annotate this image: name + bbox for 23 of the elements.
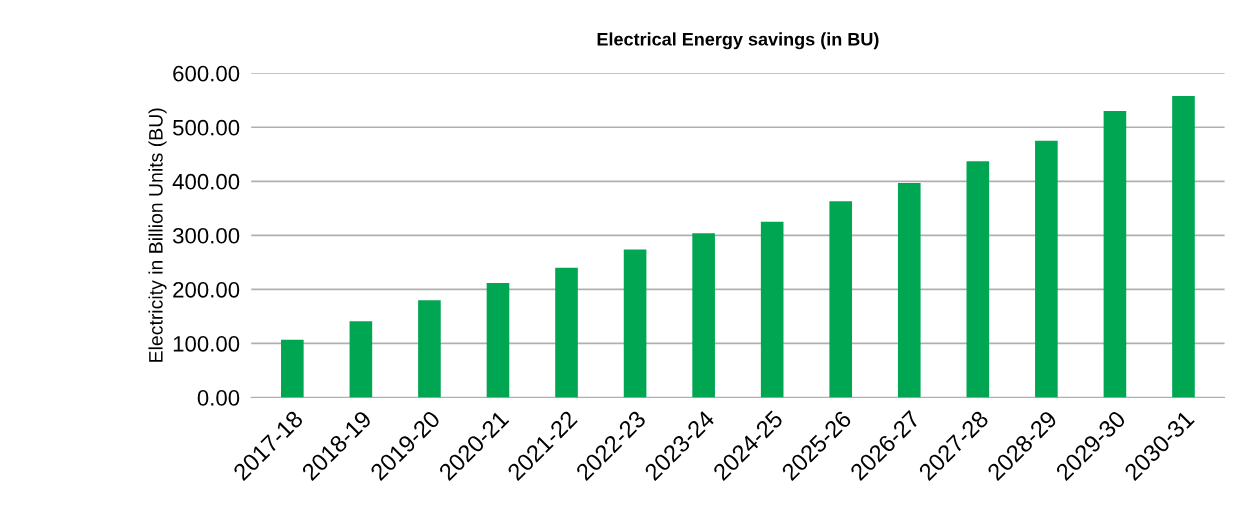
bar bbox=[1103, 111, 1127, 398]
y-tick-label: 300.00 bbox=[172, 227, 240, 244]
bar bbox=[692, 233, 715, 398]
bar bbox=[555, 267, 578, 398]
y-tick-label: 200.00 bbox=[173, 281, 240, 298]
y-tick-label: 400.00 bbox=[172, 173, 240, 190]
chart-title: Electrical Energy savings (in BU) bbox=[597, 32, 879, 50]
bar bbox=[418, 300, 441, 398]
bar bbox=[760, 221, 784, 398]
bar bbox=[623, 249, 647, 398]
bar bbox=[486, 282, 510, 398]
bar bbox=[829, 201, 853, 398]
bar bbox=[281, 339, 304, 398]
bar bbox=[1035, 140, 1058, 398]
y-tick-label: 600.00 bbox=[173, 65, 240, 82]
y-tick-label: 100.00 bbox=[173, 335, 240, 352]
bar bbox=[1172, 95, 1195, 398]
bar bbox=[966, 161, 990, 398]
y-tick-label: 0.00 bbox=[197, 390, 240, 406]
y-axis-title: Electricity in Billion Units (BU) bbox=[148, 108, 167, 362]
bar bbox=[349, 321, 373, 398]
bar bbox=[897, 182, 921, 398]
y-tick-label: 500.00 bbox=[173, 119, 240, 136]
